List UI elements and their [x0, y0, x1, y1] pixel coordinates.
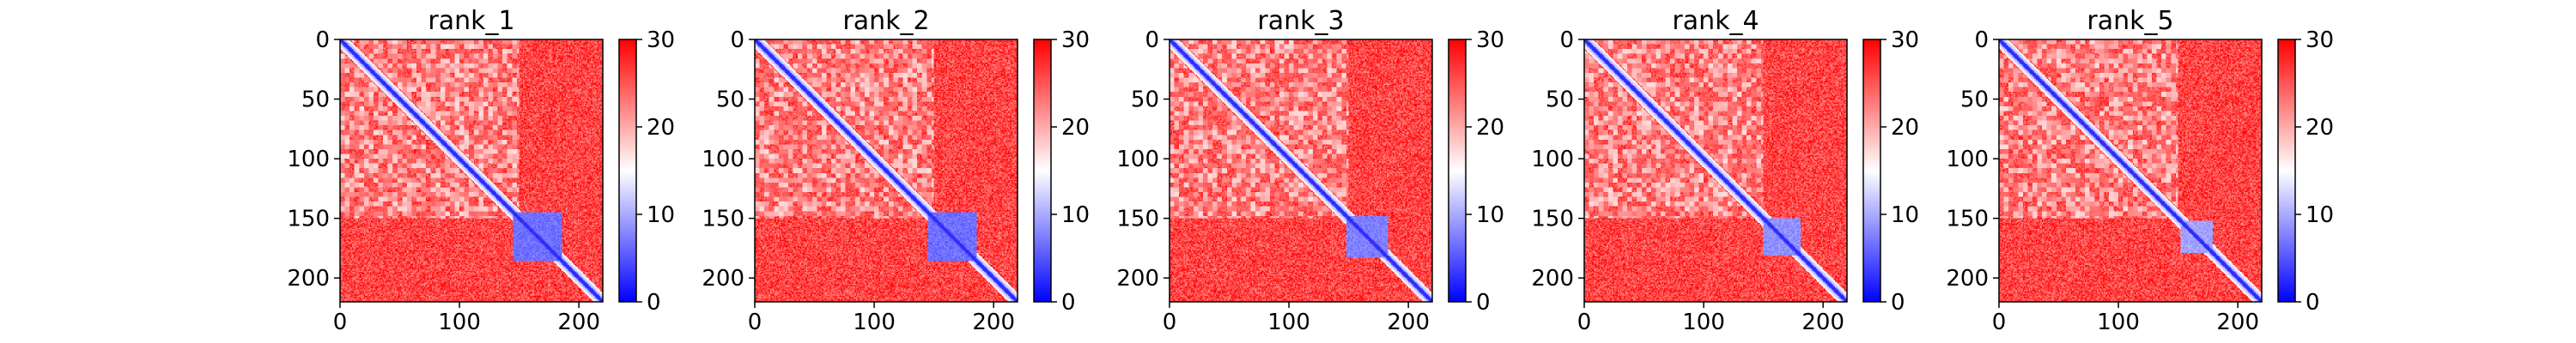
colorbar-tick-label: 10 — [1891, 202, 1919, 228]
x-tick-label: 200 — [1387, 310, 1430, 335]
colorbar — [1862, 39, 1881, 303]
x-tick-label: 100 — [2097, 310, 2140, 335]
colorbar — [2277, 39, 2296, 303]
colorbar-tick-label: 0 — [2306, 290, 2320, 316]
y-tick-label: 150 — [287, 207, 330, 232]
y-tick-label: 50 — [1131, 87, 1159, 113]
y-tick-label: 200 — [287, 266, 330, 292]
heatmap-frame — [1998, 39, 2263, 303]
heatmap-frame — [339, 39, 604, 303]
colorbar-tick-label: 10 — [1476, 202, 1504, 228]
colorbar-tick-label: 0 — [1891, 290, 1905, 316]
x-tick-label: 0 — [748, 310, 762, 335]
y-tick-label: 100 — [702, 147, 744, 172]
x-tick-label: 0 — [333, 310, 348, 335]
y-tick-label: 200 — [1531, 266, 1574, 292]
x-tick-label: 200 — [1801, 310, 1844, 335]
y-tick-label: 0 — [315, 27, 330, 53]
y-tick-label: 100 — [1531, 147, 1574, 172]
x-tick-label: 100 — [438, 310, 481, 335]
colorbar-tick-label: 30 — [1061, 27, 1090, 53]
x-tick-label: 100 — [1267, 310, 1310, 335]
heatmap-image — [755, 39, 1018, 302]
y-tick-label: 50 — [1960, 87, 1989, 113]
colorbar — [1448, 39, 1467, 303]
y-tick-label: 200 — [702, 266, 744, 292]
colorbar-tick-label: 20 — [2306, 115, 2334, 141]
y-tick-label: 0 — [1974, 27, 1989, 53]
y-tick-label: 100 — [287, 147, 330, 172]
heatmap-image — [340, 39, 603, 302]
colorbar — [1033, 39, 1052, 303]
colorbar-tick-label: 0 — [1476, 290, 1491, 316]
heatmap-image — [1584, 39, 1847, 302]
x-tick-label: 0 — [1163, 310, 1177, 335]
heatmap-frame — [754, 39, 1018, 303]
y-tick-label: 100 — [1946, 147, 1989, 172]
colorbar-tick-label: 20 — [1891, 115, 1919, 141]
heatmap-frame — [1169, 39, 1433, 303]
y-tick-label: 150 — [1946, 207, 1989, 232]
colorbar-tick-label: 30 — [2306, 27, 2334, 53]
x-tick-label: 200 — [972, 310, 1015, 335]
colorbar-tick-label: 30 — [1891, 27, 1919, 53]
colorbar-tick-label: 0 — [647, 290, 661, 316]
colorbar-tick-label: 10 — [647, 202, 675, 228]
y-tick-label: 200 — [1116, 266, 1159, 292]
panel-title: rank_2 — [842, 6, 929, 36]
y-tick-label: 150 — [1116, 207, 1159, 232]
y-tick-label: 200 — [1946, 266, 1989, 292]
y-tick-label: 0 — [1559, 27, 1574, 53]
colorbar-tick-label: 20 — [647, 115, 675, 141]
panel-title: rank_1 — [428, 6, 514, 36]
y-tick-label: 50 — [1546, 87, 1574, 113]
y-tick-label: 150 — [1531, 207, 1574, 232]
y-tick-label: 0 — [730, 27, 744, 53]
y-tick-label: 50 — [301, 87, 330, 113]
x-tick-label: 200 — [2216, 310, 2259, 335]
colorbar-tick-label: 10 — [1061, 202, 1090, 228]
heatmap-image — [1999, 39, 2262, 302]
panel-title: rank_3 — [1257, 6, 1344, 36]
colorbar — [618, 39, 637, 303]
x-tick-label: 100 — [1682, 310, 1725, 335]
colorbar-tick-label: 30 — [1476, 27, 1504, 53]
y-tick-label: 150 — [702, 207, 744, 232]
y-tick-label: 0 — [1145, 27, 1159, 53]
panel-title: rank_4 — [1672, 6, 1759, 36]
colorbar-tick-label: 20 — [1061, 115, 1090, 141]
x-tick-label: 100 — [853, 310, 896, 335]
heatmap-frame — [1583, 39, 1848, 303]
colorbar-tick-label: 20 — [1476, 115, 1504, 141]
panel-title: rank_5 — [2087, 6, 2173, 36]
heatmap-image — [1170, 39, 1432, 302]
colorbar-tick-label: 30 — [647, 27, 675, 53]
x-tick-label: 0 — [1992, 310, 2007, 335]
colorbar-tick-label: 10 — [2306, 202, 2334, 228]
y-tick-label: 100 — [1116, 147, 1159, 172]
x-tick-label: 0 — [1577, 310, 1592, 335]
x-tick-label: 200 — [557, 310, 600, 335]
colorbar-tick-label: 0 — [1061, 290, 1076, 316]
y-tick-label: 50 — [716, 87, 744, 113]
